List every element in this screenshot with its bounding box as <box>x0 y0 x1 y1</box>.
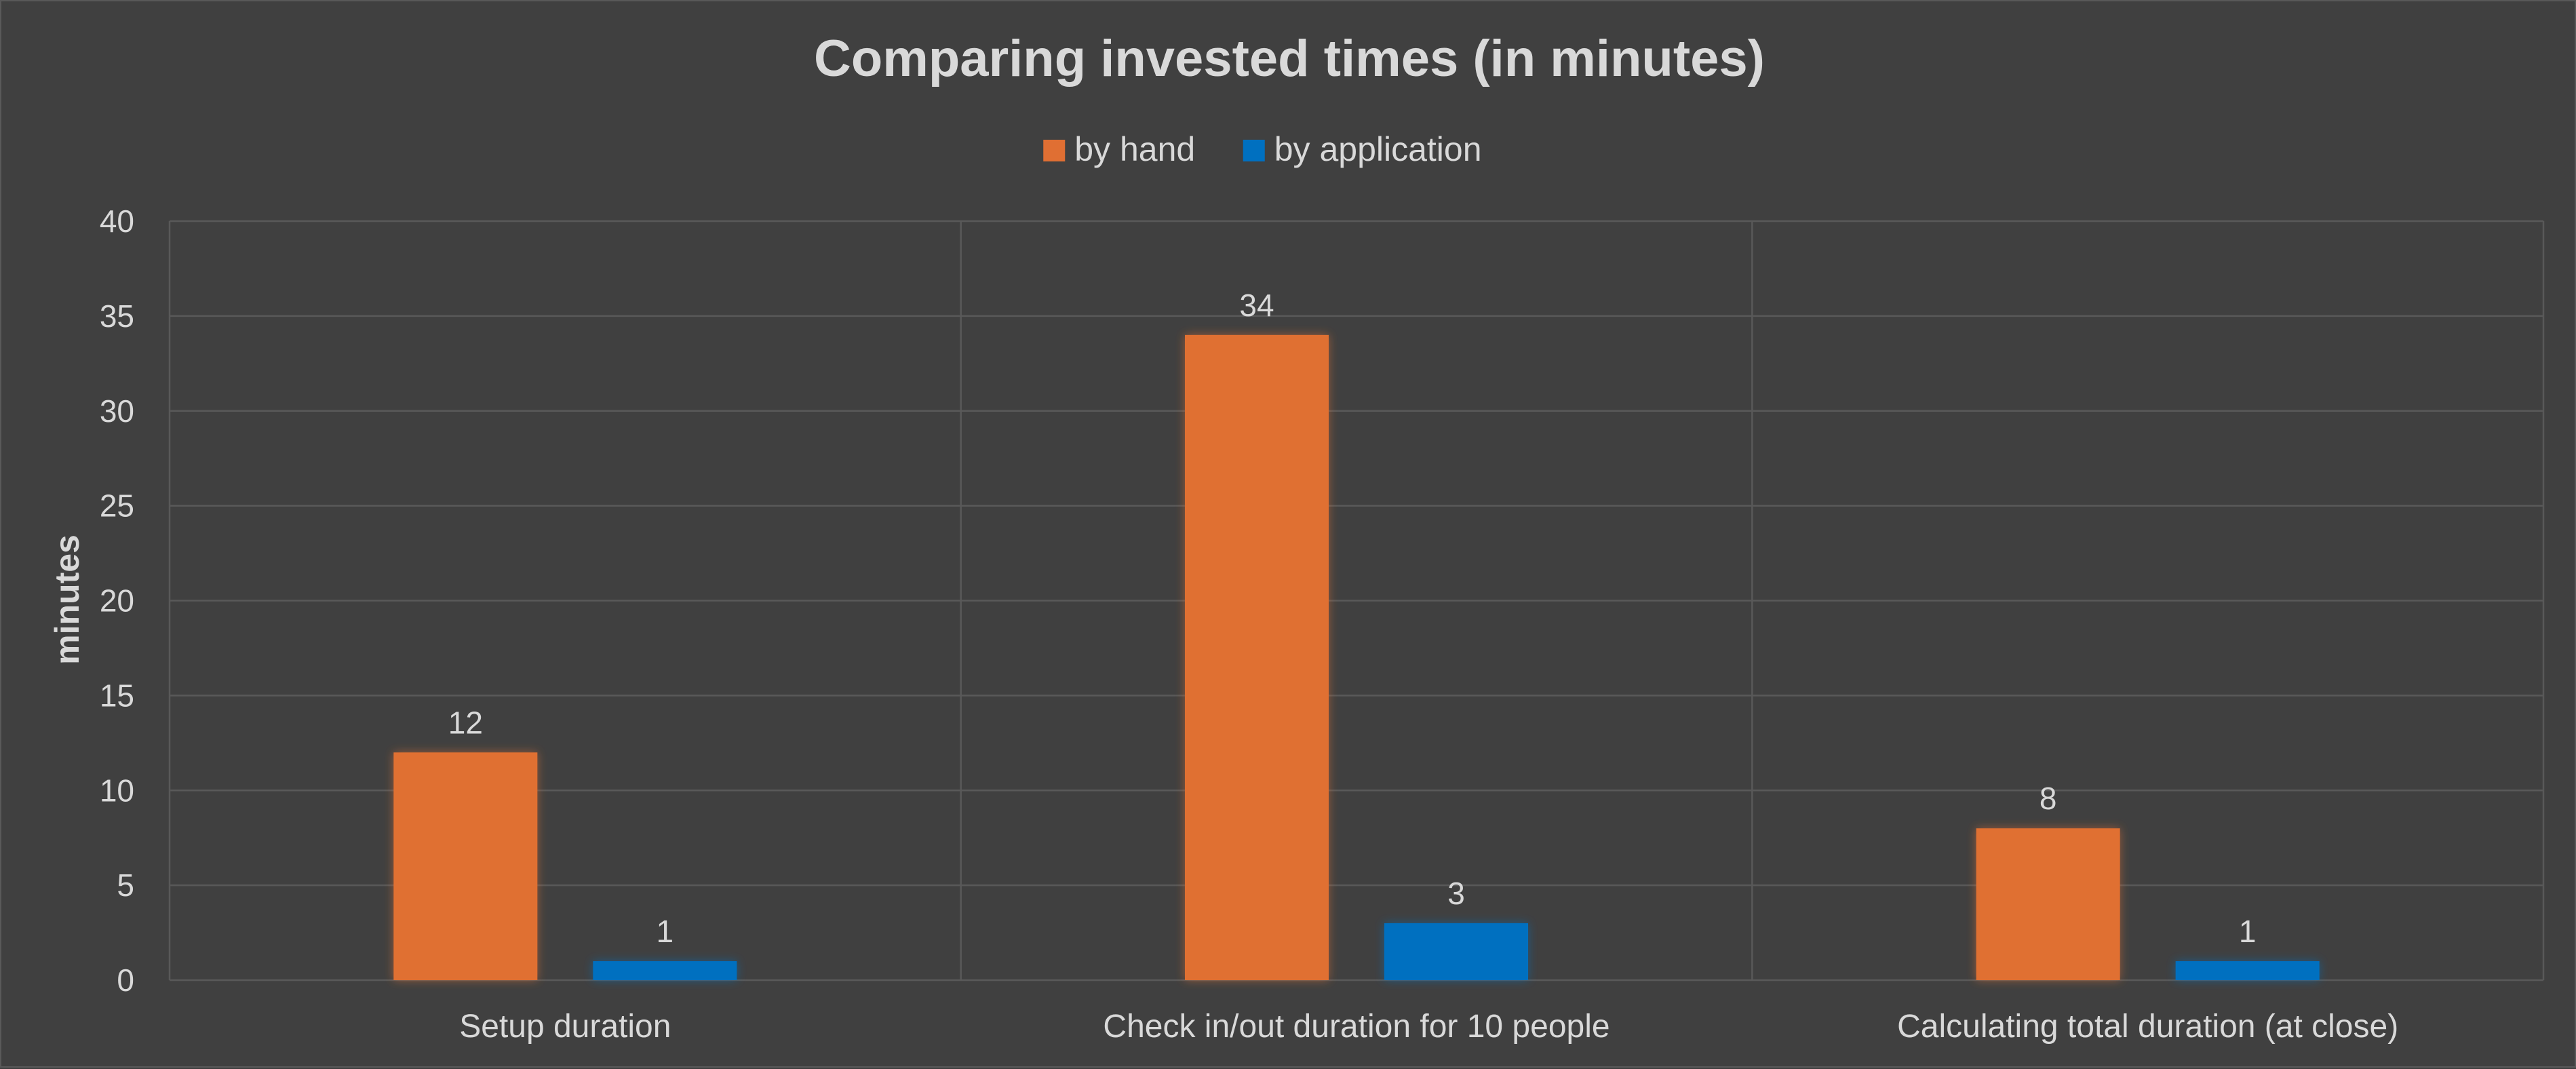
legend-swatch <box>1243 140 1265 161</box>
y-tick-label: 10 <box>100 773 134 808</box>
bar <box>1976 828 2120 980</box>
legend-swatch <box>1043 140 1066 161</box>
y-tick-label: 35 <box>100 298 134 334</box>
data-label: 8 <box>2040 781 2057 816</box>
x-category-label: Calculating total duration (at close) <box>1897 1009 2398 1045</box>
y-tick-label: 15 <box>100 678 134 713</box>
legend-label: by application <box>1274 130 1482 168</box>
bar <box>393 752 538 980</box>
bar <box>2175 961 2320 980</box>
chart-title: Comparing invested times (in minutes) <box>814 30 1765 88</box>
y-tick-label: 0 <box>117 963 134 998</box>
data-label: 12 <box>448 705 483 740</box>
bars <box>393 334 2320 981</box>
x-category-label: Check in/out duration for 10 people <box>1103 1009 1609 1045</box>
y-tick-label: 25 <box>100 488 134 524</box>
y-axis-title: minutes <box>48 534 86 665</box>
x-axis-categories: Setup duration Check in/out duration for … <box>459 1009 2398 1045</box>
data-labels: 12 1 34 3 8 1 <box>448 288 2257 949</box>
bar <box>1384 923 1528 980</box>
x-category-label: Setup duration <box>459 1009 671 1045</box>
legend-label: by hand <box>1074 130 1195 168</box>
data-label: 34 <box>1239 288 1274 323</box>
data-label: 3 <box>1447 876 1465 911</box>
y-tick-label: 40 <box>100 203 134 239</box>
y-tick-label: 20 <box>100 583 134 619</box>
bar <box>1185 334 1329 981</box>
data-label: 1 <box>2239 914 2257 949</box>
chart-legend: by hand by application <box>1043 130 1482 168</box>
y-tick-label: 30 <box>100 393 134 429</box>
gridlines <box>168 220 2545 981</box>
y-tick-label: 5 <box>117 868 134 903</box>
y-axis-ticks: 0 5 10 15 20 25 30 35 40 <box>100 203 134 998</box>
bar <box>593 961 737 980</box>
data-label: 1 <box>657 914 674 949</box>
